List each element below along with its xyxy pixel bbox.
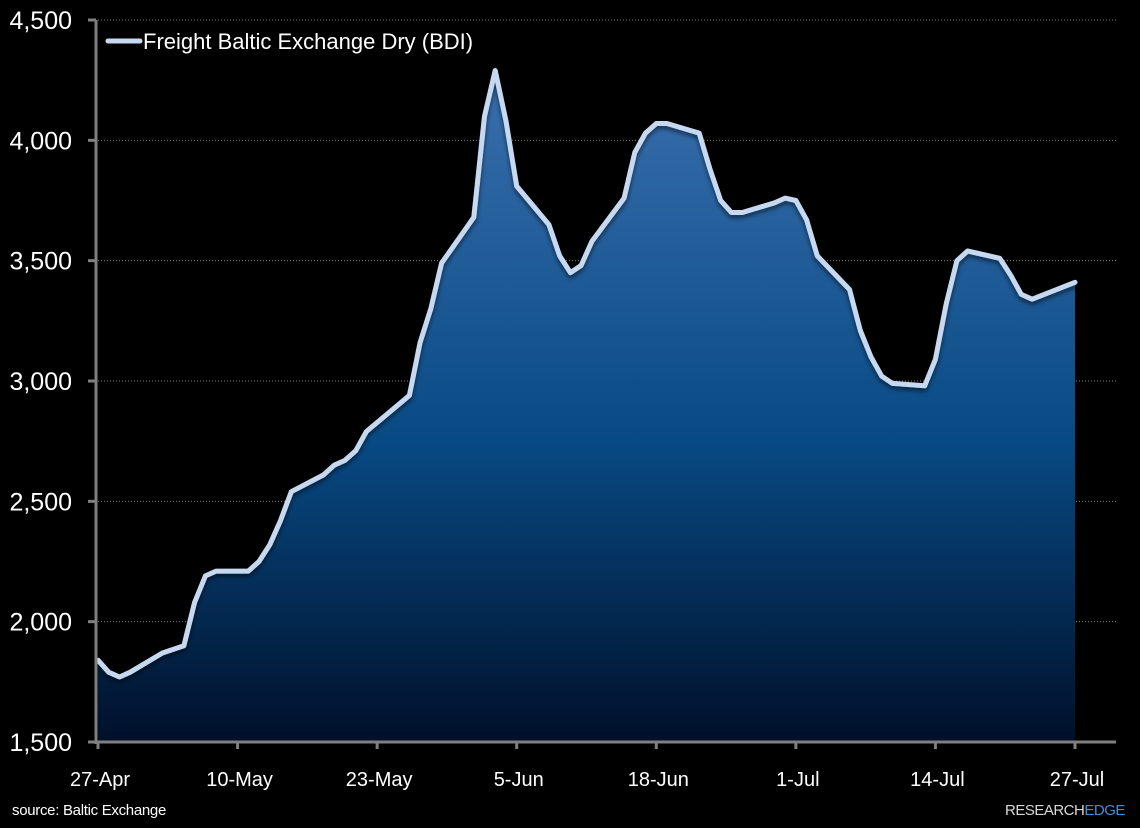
- bdi-area-fill: [98, 70, 1075, 742]
- x-axis-labels: 27-Apr 10-May 23-May 5-Jun 18-Jun 1-Jul 14-Jul…: [70, 769, 1104, 791]
- x-tick-label: 14-Jul: [910, 769, 964, 791]
- x-tick-label: 27-Jul: [1050, 769, 1104, 791]
- y-tick-label: 2,000: [9, 609, 72, 637]
- x-tick-label: 10-May: [206, 769, 273, 791]
- brand-part-1: RESEARCH: [1005, 802, 1085, 819]
- y-tick-label: 2,500: [9, 488, 72, 516]
- y-tick-label: 4,000: [9, 127, 72, 155]
- source-note: source: Baltic Exchange: [12, 802, 167, 819]
- bdi-line: [95, 68, 1078, 680]
- x-tick-label: 27-Apr: [70, 769, 130, 791]
- legend: Freight Baltic Exchange Dry (BDI): [105, 29, 473, 54]
- brand-part-2: EDGE: [1084, 802, 1125, 819]
- y-axis-labels: 1,500 2,000 2,500 3,000 3,500 4,000 4,500: [9, 7, 72, 757]
- y-tick-label: 3,500: [9, 248, 72, 276]
- x-tick-label: 18-Jun: [628, 769, 689, 791]
- brand-logo: RESEARCHEDGE: [1005, 802, 1125, 819]
- x-tick-label: 23-May: [346, 769, 413, 791]
- legend-label: Freight Baltic Exchange Dry (BDI): [143, 29, 473, 54]
- y-tick-label: 4,500: [9, 7, 72, 35]
- x-tick-label: 5-Jun: [494, 769, 544, 791]
- y-tick-label: 1,500: [9, 729, 72, 757]
- x-tick-label: 1-Jul: [776, 769, 819, 791]
- axes: [88, 18, 1116, 749]
- y-tick-label: 3,000: [9, 368, 72, 396]
